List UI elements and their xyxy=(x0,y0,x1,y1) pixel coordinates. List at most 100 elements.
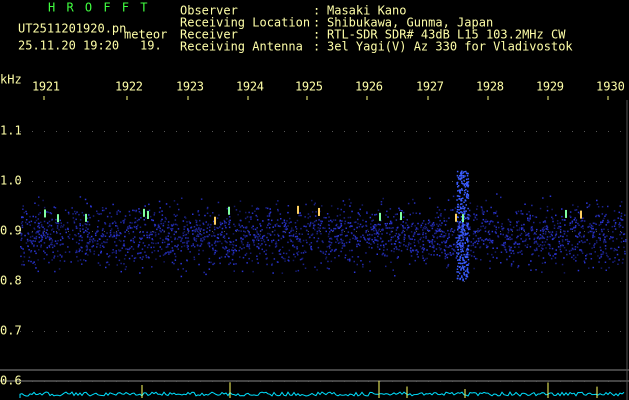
noise-dot xyxy=(195,219,197,221)
noise-dot xyxy=(481,239,483,241)
noise-dot xyxy=(417,233,419,236)
noise-dot xyxy=(459,272,461,275)
noise-dot xyxy=(202,229,205,231)
noise-dot xyxy=(377,240,379,242)
noise-dot xyxy=(351,256,354,258)
noise-dot xyxy=(474,241,476,244)
noise-dot xyxy=(200,243,203,245)
noise-dot xyxy=(526,213,528,215)
noise-dot xyxy=(275,245,278,247)
meteor-echo xyxy=(379,212,381,221)
grid-dot xyxy=(308,231,309,232)
grid-dot xyxy=(308,381,309,382)
noise-dot xyxy=(300,214,302,217)
noise-dot xyxy=(428,219,430,221)
noise-dot xyxy=(593,246,595,248)
noise-dot xyxy=(245,211,247,214)
noise-dot xyxy=(371,220,373,222)
noise-dot xyxy=(63,260,66,262)
noise-dot xyxy=(431,243,434,246)
noise-dot xyxy=(172,250,174,252)
noise-dot xyxy=(312,222,314,224)
noise-dot xyxy=(55,218,57,221)
noise-dot xyxy=(459,243,461,246)
grid-dot xyxy=(140,231,141,232)
noise-dot xyxy=(385,243,387,245)
noise-dot xyxy=(143,219,145,221)
noise-dot xyxy=(560,250,562,253)
grid-dot xyxy=(404,131,405,132)
noise-dot xyxy=(566,235,568,237)
noise-dot xyxy=(51,219,53,221)
noise-dot xyxy=(465,233,467,236)
noise-dot xyxy=(536,237,539,239)
noise-dot xyxy=(148,236,151,239)
noise-dot xyxy=(342,200,345,202)
noise-dot xyxy=(20,232,22,235)
grid-dot xyxy=(236,331,237,332)
noise-dot xyxy=(466,249,468,251)
noise-dot xyxy=(433,254,435,256)
noise-dot xyxy=(313,220,316,223)
noise-dot xyxy=(48,245,50,247)
noise-dot xyxy=(521,253,523,255)
noise-dot xyxy=(235,229,237,232)
noise-dot xyxy=(22,216,24,219)
grid-dot xyxy=(416,131,417,132)
noise-dot xyxy=(463,234,466,237)
noise-dot xyxy=(142,256,144,258)
grid-dot xyxy=(80,181,81,182)
noise-dot xyxy=(87,242,89,244)
noise-dot xyxy=(232,233,235,235)
noise-dot xyxy=(390,250,393,252)
noise-dot xyxy=(559,222,561,224)
noise-dot xyxy=(22,205,24,207)
grid-dot xyxy=(20,331,21,332)
noise-dot xyxy=(509,247,511,250)
noise-dot xyxy=(166,227,169,229)
noise-dot xyxy=(524,240,527,242)
noise-dot xyxy=(441,222,443,224)
noise-dot xyxy=(373,226,376,228)
noise-dot xyxy=(222,246,224,249)
noise-dot xyxy=(516,221,518,223)
noise-dot xyxy=(583,260,586,262)
noise-dot xyxy=(505,251,508,253)
noise-dot xyxy=(60,243,63,245)
noise-dot xyxy=(101,207,104,209)
noise-dot xyxy=(444,209,446,211)
noise-dot xyxy=(205,221,207,223)
noise-dot xyxy=(302,239,305,242)
noise-dot xyxy=(274,224,277,226)
grid-dot xyxy=(176,381,177,382)
grid-dot xyxy=(512,181,513,182)
noise-dot xyxy=(344,235,347,237)
noise-dot xyxy=(405,245,407,247)
noise-dot xyxy=(32,240,34,242)
noise-dot xyxy=(225,247,228,249)
noise-dot xyxy=(240,237,242,239)
noise-dot xyxy=(440,233,443,236)
noise-dot xyxy=(59,260,61,262)
noise-dot xyxy=(144,205,146,207)
time-label: 1928 xyxy=(476,80,504,94)
noise-dot xyxy=(378,233,380,235)
grid-dot xyxy=(488,231,489,232)
noise-dot xyxy=(256,231,258,234)
noise-dot xyxy=(228,256,230,258)
noise-dot xyxy=(460,203,462,205)
noise-dot xyxy=(459,221,462,223)
noise-dot xyxy=(533,242,536,244)
noise-dot xyxy=(611,225,613,228)
noise-dot xyxy=(89,250,92,253)
noise-dot xyxy=(202,249,204,252)
noise-dot xyxy=(53,244,55,246)
noise-dot xyxy=(599,239,601,241)
noise-dot xyxy=(265,253,267,255)
grid-dot xyxy=(164,281,165,282)
noise-dot xyxy=(38,249,40,251)
noise-dot xyxy=(49,233,52,235)
noise-dot xyxy=(462,197,464,199)
noise-dot xyxy=(126,229,128,231)
noise-dot xyxy=(195,238,198,240)
